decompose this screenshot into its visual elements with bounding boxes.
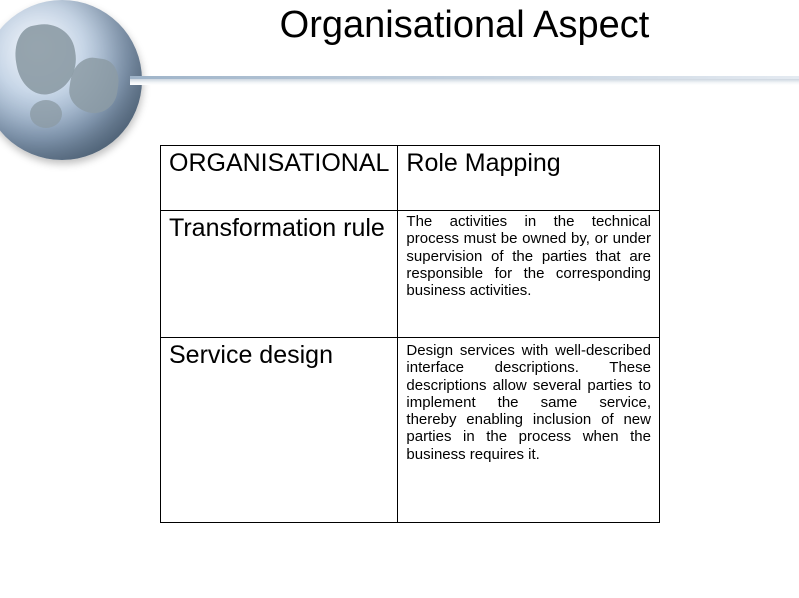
cell-transformation-label: Transformation rule [161, 211, 398, 338]
table-row: Transformation rule The activities in th… [161, 211, 660, 338]
cell-heading-right: Role Mapping [398, 146, 660, 211]
table-row: ORGANISATIONAL Role Mapping [161, 146, 660, 211]
cell-transformation-desc: The activities in the technical process … [398, 211, 660, 338]
header-divider [130, 76, 799, 79]
page-title: Organisational Aspect [160, 4, 769, 47]
table-row: Service design Design services with well… [161, 338, 660, 523]
content-table: ORGANISATIONAL Role Mapping Transformati… [160, 145, 660, 523]
cell-service-label: Service design [161, 338, 398, 523]
cell-heading-left: ORGANISATIONAL [161, 146, 398, 211]
cell-service-desc: Design services with well-described inte… [398, 338, 660, 523]
slide: Organisational Aspect ORGANISATIONAL Rol… [0, 0, 799, 598]
globe-icon [0, 0, 142, 160]
